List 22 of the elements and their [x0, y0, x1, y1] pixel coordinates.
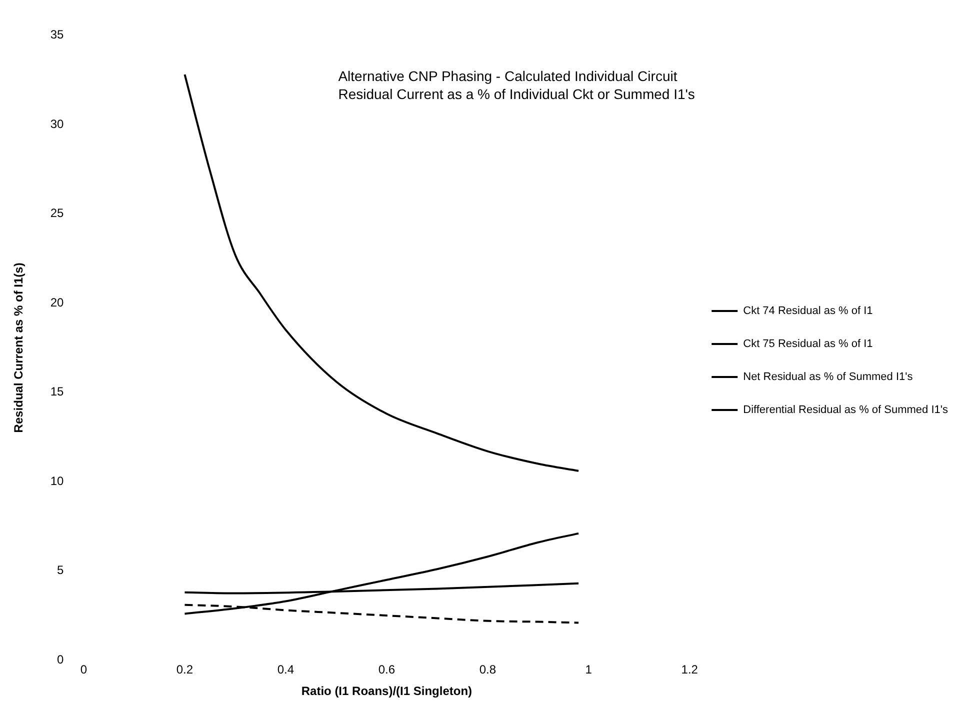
- legend-label: Ckt 75 Residual as % of I1: [743, 338, 873, 350]
- y-tick-label: 5: [57, 563, 64, 578]
- y-tick-label: 0: [57, 652, 64, 667]
- legend-label: Differential Residual as % of Summed I1's: [743, 404, 948, 416]
- x-tick-label: 0: [80, 662, 88, 677]
- x-tick-label: 0.6: [378, 662, 396, 677]
- x-tick-label: 1.2: [681, 662, 698, 677]
- legend-label: Net Residual as % of Summed I1's: [743, 371, 914, 384]
- y-tick-label: 35: [50, 28, 64, 42]
- x-tick-label: 0.8: [479, 662, 496, 677]
- y-tick-label: 20: [50, 295, 64, 310]
- y-tick-label: 25: [50, 206, 64, 220]
- x-tick-label: 0.2: [176, 662, 194, 677]
- y-tick-label: 30: [50, 116, 64, 131]
- y-axis-title: Residual Current as % of I1(s): [12, 262, 26, 433]
- legend-label: Ckt 74 Residual as % of I1: [743, 305, 873, 318]
- x-axis-title: Ratio (I1 Roans)/(I1 Singleton): [301, 684, 472, 698]
- y-tick-label: 10: [50, 474, 64, 488]
- x-tick-label: 0.4: [277, 662, 294, 677]
- x-tick-label: 1: [585, 662, 592, 677]
- text: Alternative CNP Phasing - Calculated Individual Circuit Residual Current as a % of Individual Ckt or Summed I1's: [338, 68, 695, 102]
- y-tick-label: 15: [50, 384, 64, 399]
